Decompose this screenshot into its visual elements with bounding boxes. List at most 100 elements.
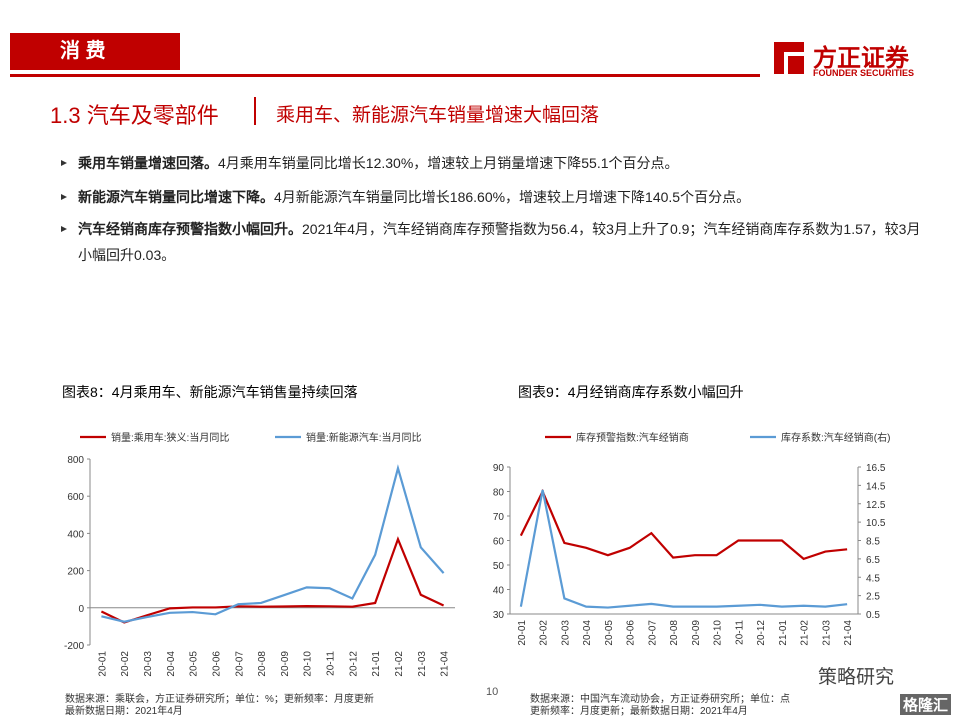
logo-name: 方正证券 [813,45,909,72]
y2-tick-label: 8.5 [866,537,880,548]
y-tick-label: -200 [64,641,84,652]
legend-label: 库存系数:汽车经销商(右) [781,431,890,444]
y2-tick-label: 16.5 [866,463,886,474]
x-tick-label: 20-06 [626,620,637,646]
x-tick-label: 20-10 [713,620,724,646]
marker-shape [61,226,67,232]
y-tick-label: 90 [493,463,505,474]
page-number: 10 [486,686,499,698]
legend-label: 销量:乘用车:狭义:当月同比 [111,431,229,444]
chart-title: 图表9：4月经销商库存系数小幅回升 [518,384,744,400]
y2-tick-label: 14.5 [866,481,886,492]
source-note: 数据来源：中国汽车流动协会，方正证券研究所；单位：点 更新频率：月度更新；最新数据… [530,694,790,718]
source-note: 数据来源：乘联会，方正证券研究所；单位：%；更新频率：月度更新 最新数据日期：20… [65,694,374,718]
logo-icon [774,42,804,74]
note: 数据来源：乘联会，方正证券研究所；单位：%；更新频率：月度更新 [65,694,374,705]
x-tick-label: 21-04 [440,651,451,677]
y2-tick-label: 2.5 [866,592,880,603]
x-tick-label: 21-01 [778,620,789,646]
x-tick-label: 20-12 [756,620,767,646]
x-tick-label: 21-03 [417,651,428,677]
y-tick-label: 0 [78,604,84,615]
x-tick-label: 20-03 [143,651,154,677]
y-tick-label: 30 [493,610,505,621]
x-tick-label: 20-05 [604,620,615,646]
x-tick-label: 20-01 [517,620,528,646]
note: 数据来源：中国汽车流动协会，方正证券研究所；单位：点 [530,694,790,705]
y2-tick-label: 10.5 [866,518,886,529]
series-line [101,464,445,623]
x-tick-label: 20-07 [647,620,658,646]
y-tick-label: 800 [67,455,84,466]
series-line [519,489,848,609]
x-tick-label: 20-01 [97,651,108,677]
x-tick-label: 21-01 [371,651,382,677]
x-tick-label: 21-02 [800,620,811,646]
logo-sub: FOUNDER SECURITIES [813,68,915,78]
x-tick-label: 21-04 [843,620,854,646]
x-tick-label: 21-02 [394,651,405,677]
chart-title: 图表8：4月乘用车、新能源汽车销售量持续回落 [62,384,358,400]
x-tick-label: 20-09 [280,651,291,677]
bullet: 新能源汽车销量同比增速下降。4月新能源汽车销量同比增长186.60%，增速较上月… [60,184,928,210]
y-tick-label: 600 [67,492,84,503]
bullet-marker [61,160,67,166]
y2-tick-label: 6.5 [866,555,880,566]
bullet: 汽车经销商库存预警指数小幅回升。2021年4月，汽车经销商库存预警指数为56.4… [60,216,928,268]
y-tick-label: 200 [67,567,84,578]
y-tick-label: 70 [493,512,505,523]
x-tick-label: 20-09 [691,620,702,646]
section-divider [254,97,256,125]
note: 最新数据日期：2021年4月 [65,706,183,717]
x-tick-label: 20-06 [211,651,222,677]
x-tick-label: 20-05 [189,651,200,677]
x-tick-label: 20-08 [257,651,268,677]
y-tick-label: 50 [493,561,505,572]
legend-label: 销量:新能源汽车:当月同比 [306,431,422,444]
x-tick-label: 20-12 [348,651,359,677]
bullet-marker [61,226,67,232]
x-tick-label: 20-07 [234,651,245,677]
chart: 30 40 50 60 70 80 90 0.5 2.5 4.5 6.5 8.5 10.5 12.5 14.… [493,431,891,646]
note: 更新频率：月度更新；最新数据日期：2021年4月 [530,706,748,717]
y2-tick-label: 12.5 [866,500,886,511]
bullet: 乘用车销量增速回落。4月乘用车销量同比增长12.30%，增速较上月销量增速下降5… [60,150,928,176]
section-title: 乘用车、新能源汽车销量增速大幅回落 [276,105,600,126]
marker-shape [61,160,67,166]
series-line [519,488,848,561]
bullet-lead: 新能源汽车销量同比增速下降。 [78,189,274,205]
x-tick-label: 20-11 [734,620,745,645]
x-tick-label: 20-08 [669,620,680,646]
series-line [100,536,445,624]
x-tick-label: 21-03 [821,620,832,646]
y-tick-label: 400 [67,529,84,540]
brand: 格隆汇 [900,694,952,715]
marker-shape [61,194,67,200]
y2-tick-label: 4.5 [866,573,880,584]
y-tick-label: 60 [493,537,505,548]
x-tick-label: 20-11 [326,651,337,676]
x-tick-label: 20-04 [166,651,177,677]
bullet-text: 4月乘用车销量同比增长12.30%，增速较上月销量增速下降55.1个百分点。 [218,155,679,171]
x-tick-label: 20-10 [303,651,314,677]
header-title: 消 费 [60,40,106,62]
y-tick-label: 40 [493,586,505,597]
y-tick-label: 80 [493,488,505,499]
legend-label: 库存预警指数:汽车经销商 [576,431,689,444]
watermark: 策略研究 [818,667,895,688]
bullet-lead: 汽车经销商库存预警指数小幅回升。 [78,221,302,237]
chart: -200 0 200 400 600 800 20-01 20-02 20-03 20-04 20-… [64,431,455,677]
header-rule [10,74,760,77]
bullet-lead: 乘用车销量增速回落。 [78,155,218,171]
x-tick-label: 20-03 [560,620,571,646]
header-bar: 消 费 [10,33,180,70]
bullet-text: 2021年4月，汽车经销商库存预警指数为56.4，较3月上升了0.9；汽车经销商… [78,221,921,263]
x-tick-label: 20-02 [539,620,550,646]
y2-tick-label: 0.5 [866,610,880,621]
section-number: 1.3 汽车及零部件 [50,103,219,128]
x-tick-label: 20-02 [120,651,131,677]
bullet-text: 4月新能源汽车销量同比增长186.60%，增速较上月增速下降140.5个百分点。 [274,189,751,205]
x-tick-label: 20-04 [582,620,593,646]
bullet-marker [61,194,67,200]
